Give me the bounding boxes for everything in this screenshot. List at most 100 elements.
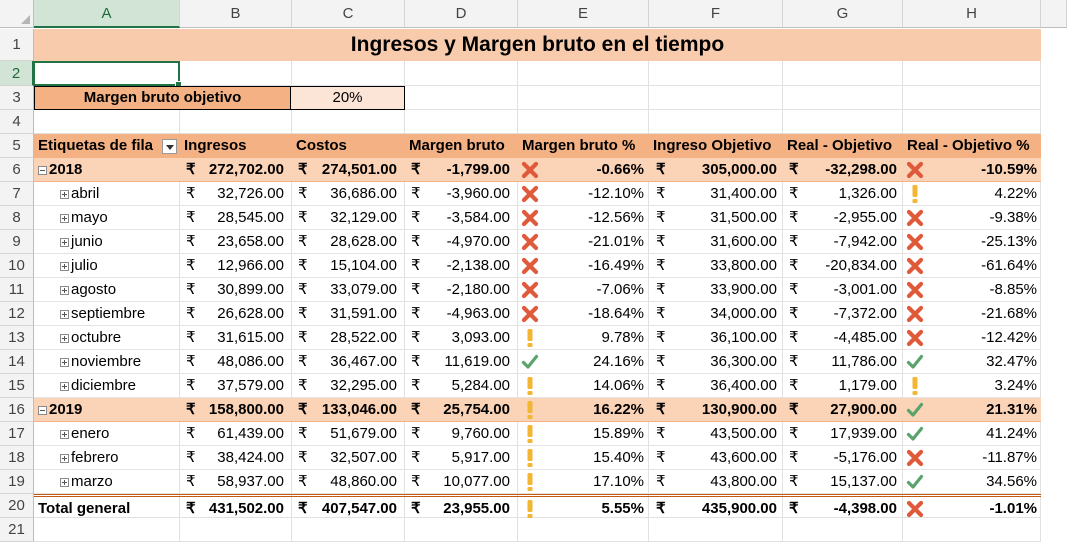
- row-header-14[interactable]: 14: [0, 350, 34, 374]
- cell[interactable]: [405, 86, 518, 110]
- cell[interactable]: [180, 518, 292, 542]
- row-header-12[interactable]: 12: [0, 302, 34, 326]
- row-label-cell[interactable]: septiembre: [34, 302, 180, 325]
- cell[interactable]: [903, 494, 1041, 518]
- column-header-d[interactable]: D: [405, 0, 518, 28]
- pivot-total-row[interactable]: Total general ₹431,502.00 ₹407,547.00 ₹23,9…: [34, 494, 1041, 518]
- cell[interactable]: [783, 494, 903, 518]
- row-header-10[interactable]: 10: [0, 254, 34, 278]
- cell[interactable]: [180, 110, 292, 134]
- pivot-year-row[interactable]: 2018 ₹272,702.00 ₹274,501.00 ₹ -1,799.00 -0.6…: [34, 158, 1041, 182]
- row-label-cell[interactable]: agosto: [34, 278, 180, 301]
- cell[interactable]: [649, 494, 783, 518]
- cell[interactable]: [180, 494, 292, 518]
- cell[interactable]: [649, 518, 783, 542]
- cell[interactable]: [783, 86, 903, 110]
- cell[interactable]: [783, 518, 903, 542]
- pivot-month-row[interactable]: junio ₹23,658.00 ₹28,628.00 ₹ -4,970.00 -21.0…: [34, 230, 1041, 254]
- filter-dropdown-button[interactable]: [162, 139, 177, 154]
- row-label-cell[interactable]: octubre: [34, 326, 180, 349]
- expand-icon[interactable]: [60, 261, 69, 271]
- pivot-month-row[interactable]: noviembre ₹48,086.00 ₹36,467.00 ₹11,619.00 2…: [34, 350, 1041, 374]
- expand-icon[interactable]: [60, 309, 69, 319]
- cell[interactable]: [292, 494, 405, 518]
- pivot-month-row[interactable]: mayo ₹28,545.00 ₹32,129.00 ₹ -3,584.00 -12.56…: [34, 206, 1041, 230]
- column-header-b[interactable]: B: [180, 0, 292, 28]
- row-header-16[interactable]: 16: [0, 398, 34, 422]
- pivot-header-real-objetivo-pct[interactable]: Real - Objetivo %: [903, 134, 1041, 158]
- pivot-month-row[interactable]: abril ₹32,726.00 ₹36,686.00 ₹ -3,960.00 -12.1…: [34, 182, 1041, 206]
- row-header-18[interactable]: 18: [0, 446, 34, 470]
- cell[interactable]: [518, 61, 649, 86]
- row-header-1[interactable]: 1: [0, 29, 34, 61]
- column-header-e[interactable]: E: [518, 0, 649, 28]
- pivot-header-ingresos[interactable]: Ingresos: [180, 134, 292, 158]
- cell[interactable]: [180, 61, 292, 86]
- expand-icon[interactable]: [60, 285, 69, 295]
- row-header-6[interactable]: 6: [0, 158, 34, 182]
- cell[interactable]: [405, 518, 518, 542]
- pivot-header-margen[interactable]: Margen bruto: [405, 134, 518, 158]
- row-header-13[interactable]: 13: [0, 326, 34, 350]
- pivot-header-ingreso-objetivo[interactable]: Ingreso Objetivo: [649, 134, 783, 158]
- cell[interactable]: [649, 110, 783, 134]
- cell[interactable]: [783, 110, 903, 134]
- expand-icon[interactable]: [60, 429, 69, 439]
- cell[interactable]: [518, 86, 649, 110]
- collapse-icon[interactable]: [38, 405, 47, 415]
- row-header-4[interactable]: 4: [0, 110, 34, 134]
- cell[interactable]: [405, 61, 518, 86]
- select-all-corner[interactable]: [0, 0, 34, 28]
- expand-icon[interactable]: [60, 477, 69, 487]
- cell[interactable]: [518, 494, 649, 518]
- cell[interactable]: [34, 494, 180, 518]
- cell[interactable]: [292, 61, 405, 86]
- row-label-cell[interactable]: 2018: [34, 158, 180, 181]
- expand-icon[interactable]: [60, 213, 69, 223]
- expand-icon[interactable]: [60, 357, 69, 367]
- column-header-f[interactable]: F: [649, 0, 783, 28]
- expand-icon[interactable]: [60, 381, 69, 391]
- cell[interactable]: [518, 518, 649, 542]
- cell[interactable]: [903, 110, 1041, 134]
- row-header-20[interactable]: 20: [0, 494, 34, 518]
- row-header-2[interactable]: 2: [0, 61, 34, 86]
- pivot-month-row[interactable]: diciembre ₹37,579.00 ₹32,295.00 ₹5,284.00 14…: [34, 374, 1041, 398]
- cell[interactable]: [405, 494, 518, 518]
- collapse-icon[interactable]: [38, 165, 47, 175]
- expand-icon[interactable]: [60, 333, 69, 343]
- row-label-cell[interactable]: 2019: [34, 398, 180, 421]
- pivot-header-real-objetivo[interactable]: Real - Objetivo: [783, 134, 903, 158]
- active-cell-a2[interactable]: [33, 61, 182, 88]
- pivot-header-row-labels[interactable]: Etiquetas de fila: [34, 134, 180, 158]
- row-header-9[interactable]: 9: [0, 230, 34, 254]
- row-header-17[interactable]: 17: [0, 422, 34, 446]
- cell[interactable]: [649, 86, 783, 110]
- row-label-cell[interactable]: abril: [34, 182, 180, 205]
- row-label-cell[interactable]: febrero: [34, 446, 180, 469]
- row-label-cell[interactable]: noviembre: [34, 350, 180, 373]
- expand-icon[interactable]: [60, 453, 69, 463]
- target-margin-label[interactable]: Margen bruto objetivo: [34, 86, 291, 110]
- expand-icon[interactable]: [60, 189, 69, 199]
- cell[interactable]: [649, 61, 783, 86]
- sheet-title[interactable]: Ingresos y Margen bruto en el tiempo: [34, 29, 1041, 61]
- cell[interactable]: [34, 518, 180, 542]
- cell[interactable]: [405, 110, 518, 134]
- row-label-cell[interactable]: marzo: [34, 470, 180, 493]
- row-header-8[interactable]: 8: [0, 206, 34, 230]
- cell[interactable]: [903, 518, 1041, 542]
- pivot-month-row[interactable]: octubre ₹31,615.00 ₹28,522.00 ₹3,093.00 9.78…: [34, 326, 1041, 350]
- row-label-cell[interactable]: julio: [34, 254, 180, 277]
- cell[interactable]: [518, 110, 649, 134]
- column-header-h[interactable]: H: [903, 0, 1041, 28]
- row-header-11[interactable]: 11: [0, 278, 34, 302]
- pivot-header-costos[interactable]: Costos: [292, 134, 405, 158]
- row-label-cell[interactable]: mayo: [34, 206, 180, 229]
- expand-icon[interactable]: [60, 237, 69, 247]
- cell[interactable]: [903, 61, 1041, 86]
- cell[interactable]: [292, 518, 405, 542]
- row-label-cell[interactable]: enero: [34, 422, 180, 445]
- column-header-a[interactable]: A: [34, 0, 180, 28]
- pivot-month-row[interactable]: septiembre ₹26,628.00 ₹31,591.00 ₹ -4,963.00…: [34, 302, 1041, 326]
